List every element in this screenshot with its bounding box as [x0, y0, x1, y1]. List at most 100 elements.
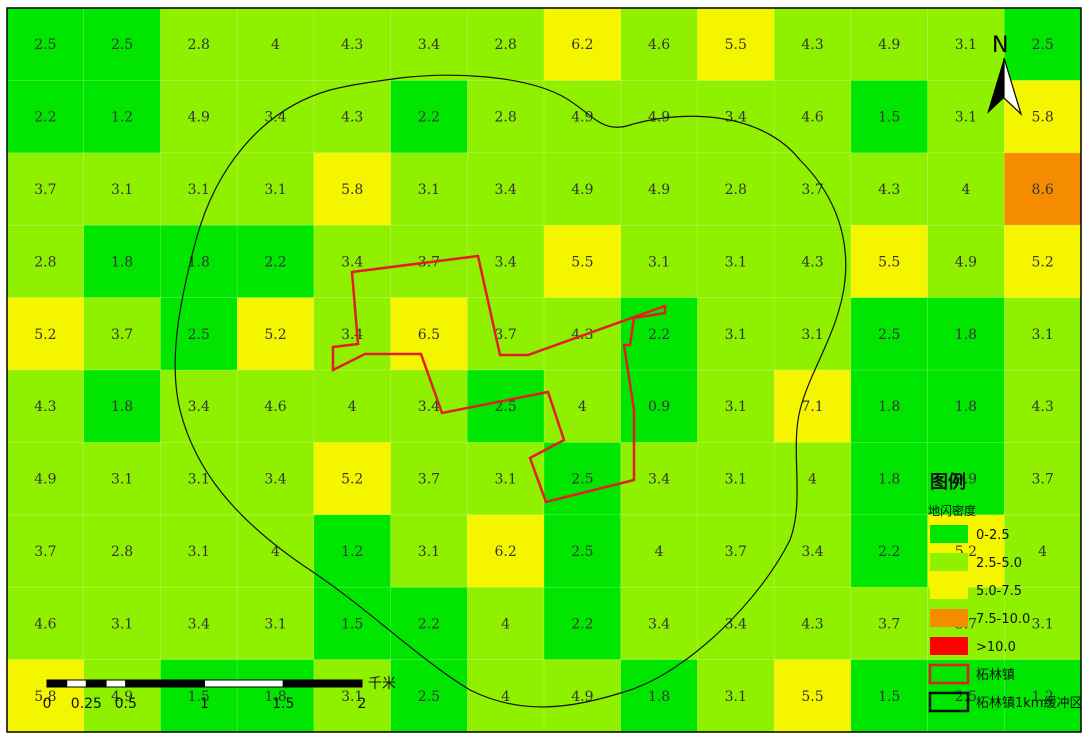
grid-cell-value: 2.2	[648, 327, 670, 343]
grid-cell-value: 2.2	[34, 110, 56, 126]
grid-cell-value: 3.1	[188, 472, 210, 488]
grid-cell-value: 4	[501, 616, 510, 632]
grid-cell	[313, 442, 392, 516]
grid-cell-value: 3.1	[725, 327, 747, 343]
grid-cell	[927, 442, 1006, 516]
legend-swatch	[930, 637, 968, 655]
grid-cell-value: 3.7	[725, 544, 747, 560]
grid-cell-value: 3.1	[725, 689, 747, 705]
grid-cell	[697, 514, 775, 588]
legend-label: >10.0	[976, 640, 1016, 655]
grid-cell-value: 3.1	[264, 182, 286, 198]
grid-cell	[850, 297, 929, 371]
grid-cell-value: 3.4	[648, 472, 670, 488]
grid-cell	[543, 586, 622, 661]
grid-cell-value: 2.8	[188, 37, 210, 53]
grid-cell	[236, 442, 315, 516]
grid-cell	[236, 514, 315, 588]
grid-cell	[466, 152, 545, 227]
legend-label: 柘林镇	[976, 668, 1015, 683]
grid-cell-value: 3.1	[111, 182, 133, 198]
grid-cell	[850, 514, 929, 588]
scale-unit: 千米	[368, 676, 396, 692]
scale-segment	[85, 679, 107, 688]
grid-cell	[1003, 586, 1082, 661]
grid-cell-value: 1.5	[188, 689, 210, 705]
north-arrow-left-icon	[987, 58, 1004, 114]
legend-title: 图例	[930, 471, 966, 493]
grid-cell-value: 3.1	[188, 182, 210, 198]
grid-cell	[6, 659, 85, 733]
grid-cell	[927, 224, 1006, 299]
grid-cell-value: 4.9	[571, 182, 593, 198]
density-labels: 2.5 2.5 2.8 4 4.3 3.4 2.8 6.2 4.6 5.5 4.3 4.9 3.1 2.5…	[34, 37, 1054, 705]
grid-cell-value: 4	[348, 399, 357, 415]
grid-cell-value: 4.9	[878, 37, 900, 53]
grid-cell	[313, 369, 392, 444]
density-grid	[6, 7, 1082, 733]
grid-cell-value: 5.2	[341, 472, 363, 488]
grid-cell	[313, 297, 392, 371]
grid-cell	[850, 7, 929, 82]
scale-segment	[125, 679, 205, 688]
grid-cell-value: 1.5	[878, 689, 900, 705]
grid-cell-value: 3.4	[725, 110, 747, 126]
grid-cell-value: 4.3	[801, 254, 823, 270]
grid-cell-value: 4.9	[571, 110, 593, 126]
grid-cell	[773, 152, 852, 227]
grid-cell	[6, 80, 85, 154]
grid-cell	[83, 514, 162, 588]
grid-cell-value: 6.2	[495, 544, 517, 560]
grid-cell-value: 4	[1038, 544, 1047, 560]
grid-cell	[236, 659, 315, 733]
grid-cell-value: 2.2	[418, 110, 440, 126]
grid-cell-value: 4.6	[264, 399, 286, 415]
legend-label: 5.0-7.5	[976, 584, 1022, 599]
grid-cell-value: 4.6	[801, 110, 823, 126]
grid-cell-value: 2.2	[571, 616, 593, 632]
grid-cell	[543, 369, 622, 444]
grid-cell-value: 4.3	[1032, 399, 1054, 415]
grid-cell	[160, 80, 238, 154]
grid-cell-value: 4	[271, 37, 280, 53]
grid-cell-value: 2.5	[1032, 37, 1054, 53]
grid-cell-value: 3.4	[341, 327, 363, 343]
grid-cell-value: 3.1	[111, 616, 133, 632]
grid-cell-value: 4.3	[34, 399, 56, 415]
grid-cell	[927, 297, 1006, 371]
grid-cell-value: 2.2	[264, 254, 286, 270]
grid-cell-value: 2.8	[34, 254, 56, 270]
scale-bar: 0 0.25 0.5 1 1.5 2 千米	[43, 676, 396, 712]
grid-cell-value: 3.1	[264, 616, 286, 632]
grid-cell-value: 3.4	[801, 544, 823, 560]
legend-label: 柘林镇1km缓冲区	[976, 696, 1082, 711]
grid-cell	[466, 514, 545, 588]
grid-cell	[543, 297, 622, 371]
grid-cell	[543, 152, 622, 227]
grid-cell-value: 5.5	[725, 37, 747, 53]
grid-cell	[543, 7, 622, 82]
grid-cell	[160, 586, 238, 661]
grid-cell	[850, 659, 929, 733]
grid-cell-value: 2.5	[955, 689, 977, 705]
scale-segment	[282, 679, 363, 688]
legend-swatch	[930, 581, 968, 599]
grid-cell-value: 3.1	[725, 472, 747, 488]
grid-cell-value: 1.8	[878, 399, 900, 415]
grid-cell-value: 4	[655, 544, 664, 560]
grid-cell-value: 4.9	[188, 110, 210, 126]
grid-cell-value: 2.5	[878, 327, 900, 343]
grid-cell	[83, 659, 162, 733]
grid-cell-value: 4.9	[648, 182, 670, 198]
grid-cell-value: 1.8	[878, 472, 900, 488]
grid-cell	[697, 7, 775, 82]
grid-cell	[850, 586, 929, 661]
grid-cell-value: 3.1	[1032, 616, 1054, 632]
grid-cell	[83, 7, 162, 82]
grid-cell	[390, 7, 469, 82]
grid-cell-value: 3.7	[111, 327, 133, 343]
grid-cell-value: 3.1	[418, 182, 440, 198]
grid-cell-value: 0.9	[955, 472, 977, 488]
